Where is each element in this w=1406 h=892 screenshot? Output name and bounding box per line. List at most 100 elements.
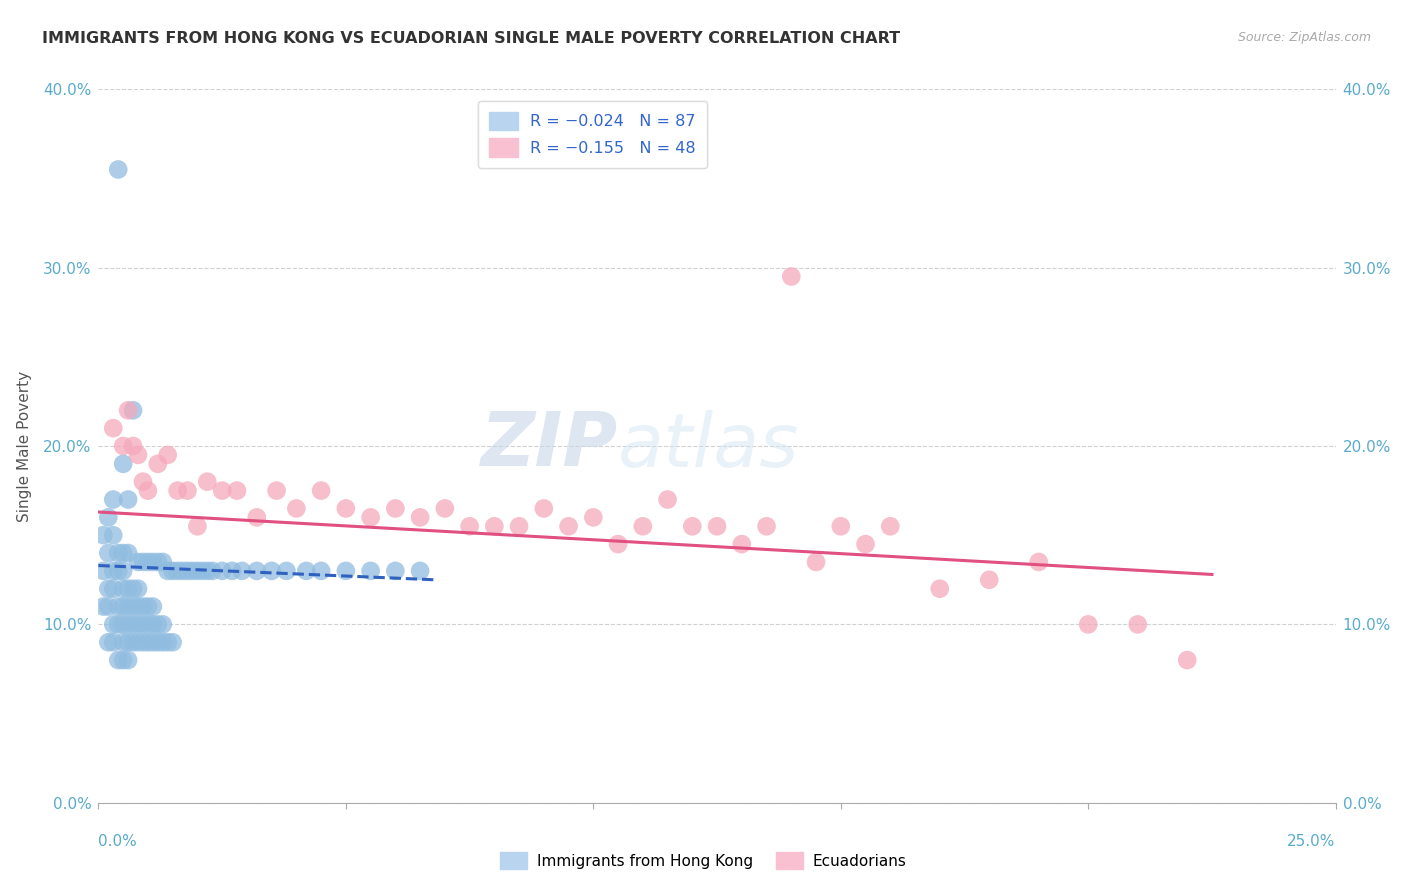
Text: ZIP: ZIP [481, 409, 619, 483]
Point [156, 635, 179, 649]
Point [384, 501, 406, 516]
Point [112, 546, 135, 560]
Point [122, 599, 145, 614]
Point [127, 635, 149, 649]
Point [142, 635, 165, 649]
Point [112, 617, 135, 632]
Point [136, 599, 159, 614]
Point [136, 555, 159, 569]
Point [127, 555, 149, 569]
Point [508, 519, 530, 533]
Point [112, 653, 135, 667]
Point [97, 582, 120, 596]
Point [557, 519, 579, 533]
Point [107, 617, 129, 632]
Point [855, 537, 877, 551]
Point [166, 483, 188, 498]
Point [93, 564, 115, 578]
Point [103, 492, 125, 507]
Point [582, 510, 605, 524]
Point [195, 564, 218, 578]
Point [117, 582, 139, 596]
Point [117, 546, 139, 560]
Point [103, 528, 125, 542]
Point [409, 564, 432, 578]
Point [335, 501, 357, 516]
Point [103, 635, 125, 649]
Point [360, 564, 382, 578]
Point [112, 439, 135, 453]
Point [156, 448, 179, 462]
Point [117, 599, 139, 614]
Point [266, 483, 288, 498]
Point [107, 653, 129, 667]
Point [1077, 617, 1099, 632]
Point [384, 564, 406, 578]
Point [176, 564, 198, 578]
Point [117, 653, 139, 667]
Point [211, 564, 233, 578]
Point [127, 599, 149, 614]
Point [360, 510, 382, 524]
Point [97, 546, 120, 560]
Point [97, 599, 120, 614]
Point [112, 599, 135, 614]
Point [1175, 653, 1198, 667]
Point [146, 457, 169, 471]
Point [1126, 617, 1149, 632]
Text: atlas: atlas [619, 410, 800, 482]
Point [122, 403, 145, 417]
Point [201, 564, 224, 578]
Point [112, 582, 135, 596]
Point [211, 483, 233, 498]
Legend: R = −0.024   N = 87, R = −0.155   N = 48: R = −0.024 N = 87, R = −0.155 N = 48 [478, 101, 707, 168]
Text: IMMIGRANTS FROM HONG KONG VS ECUADORIAN SINGLE MALE POVERTY CORRELATION CHART: IMMIGRANTS FROM HONG KONG VS ECUADORIAN … [42, 31, 900, 46]
Point [107, 564, 129, 578]
Point [246, 564, 269, 578]
Point [112, 457, 135, 471]
Point [195, 475, 218, 489]
Point [706, 519, 728, 533]
Point [335, 564, 357, 578]
Point [780, 269, 803, 284]
Point [162, 635, 184, 649]
Point [162, 564, 184, 578]
Point [146, 617, 169, 632]
Point [132, 599, 155, 614]
Point [433, 501, 456, 516]
Point [132, 475, 155, 489]
Point [186, 519, 208, 533]
Point [103, 617, 125, 632]
Point [156, 564, 179, 578]
Point [142, 599, 165, 614]
Point [681, 519, 703, 533]
Point [142, 617, 165, 632]
Point [631, 519, 654, 533]
Point [93, 599, 115, 614]
Point [285, 501, 308, 516]
Point [132, 635, 155, 649]
Text: 0.0%: 0.0% [98, 834, 138, 849]
Point [484, 519, 506, 533]
Point [122, 582, 145, 596]
Point [97, 510, 120, 524]
Point [132, 555, 155, 569]
Point [136, 635, 159, 649]
Point [142, 555, 165, 569]
Point [979, 573, 1001, 587]
Point [172, 564, 194, 578]
Point [112, 564, 135, 578]
Y-axis label: Single Male Poverty: Single Male Poverty [17, 370, 32, 522]
Point [246, 510, 269, 524]
Point [112, 635, 135, 649]
Point [136, 617, 159, 632]
Point [93, 528, 115, 542]
Point [260, 564, 283, 578]
Point [146, 555, 169, 569]
Point [117, 617, 139, 632]
Point [295, 564, 318, 578]
Point [122, 635, 145, 649]
Point [103, 421, 125, 435]
Point [103, 564, 125, 578]
Point [607, 537, 630, 551]
